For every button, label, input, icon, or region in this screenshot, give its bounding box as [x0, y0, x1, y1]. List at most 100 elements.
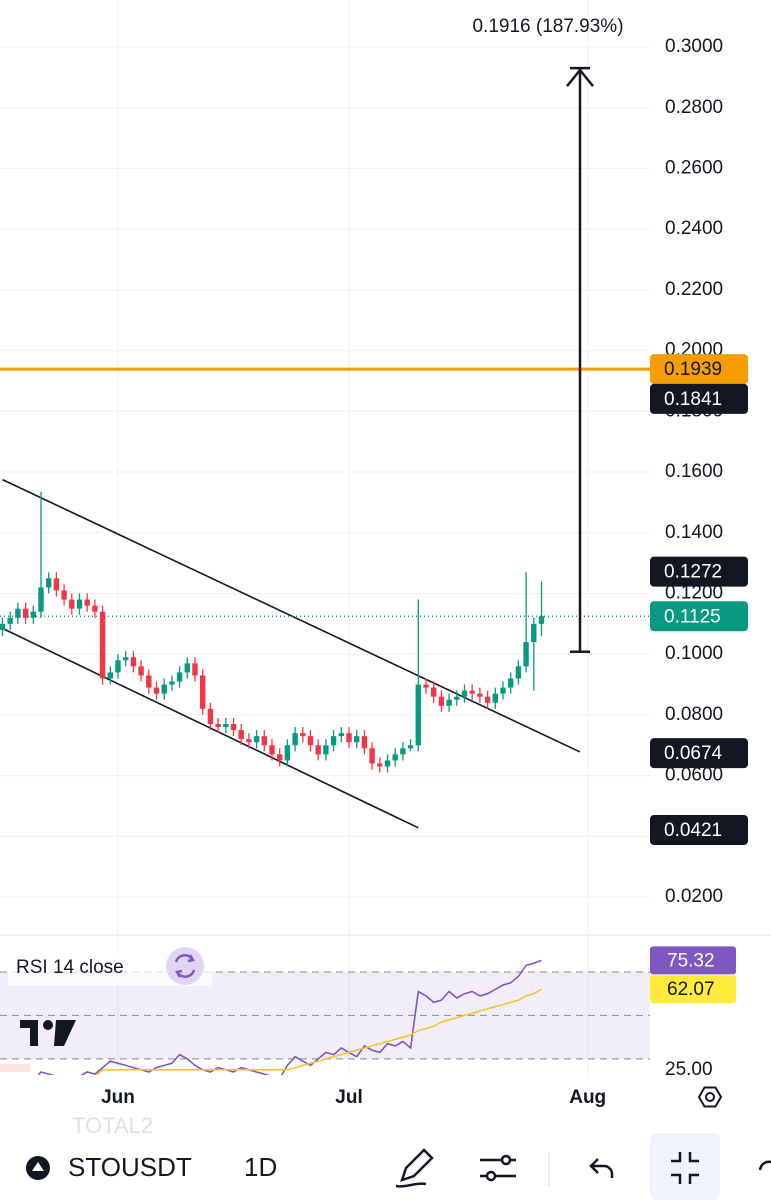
- candle-body: [261, 736, 267, 746]
- watermark: TOTAL2: [72, 1113, 153, 1138]
- candle-body: [223, 724, 229, 728]
- candle-body: [38, 587, 44, 612]
- collapse-button[interactable]: [650, 1133, 720, 1200]
- price-badge: [650, 383, 748, 414]
- candle-body: [253, 736, 260, 743]
- indicators-icon[interactable]: [480, 1154, 516, 1182]
- price-badge-label: 0.0421: [664, 820, 722, 841]
- candle-body: [69, 599, 75, 609]
- candle-body: [238, 730, 244, 740]
- candle-body: [469, 690, 475, 694]
- candle-body: [46, 578, 52, 588]
- measure-arrowhead: [566, 66, 594, 87]
- candle-body: [438, 696, 445, 706]
- candle-body: [330, 736, 337, 746]
- candle-body: [392, 754, 398, 761]
- candle-body: [15, 608, 21, 618]
- candle-body: [531, 623, 537, 643]
- price-badge-label: 0.0674: [664, 743, 723, 764]
- candle-body: [169, 681, 175, 685]
- candle-body: [153, 687, 160, 694]
- candle-body: [407, 745, 414, 749]
- candle-body: [400, 748, 406, 755]
- candle-body: [123, 657, 129, 661]
- candle-body: [431, 687, 437, 697]
- candle-body: [176, 672, 183, 682]
- candle-body: [269, 745, 275, 755]
- candle-body: [415, 684, 421, 746]
- candle-body: [207, 708, 214, 725]
- candle-body: [361, 736, 368, 749]
- candle-body: [184, 663, 190, 673]
- candle-body: [192, 663, 198, 676]
- tradingview-logo: [20, 1020, 76, 1046]
- candle-body: [161, 684, 167, 694]
- candle-body: [484, 696, 491, 703]
- candle-body: [508, 678, 514, 688]
- y-tick-label: 0.0200: [665, 886, 723, 907]
- candle-body: [515, 666, 522, 679]
- symbol[interactable]: STOUSDT: [68, 1152, 192, 1182]
- candle-body: [492, 693, 498, 703]
- candle-body: [377, 763, 383, 767]
- candle-body: [30, 611, 36, 618]
- candle-body: [500, 687, 506, 694]
- candle-body: [454, 696, 460, 700]
- rsi-line: [37, 959, 542, 1075]
- candle-body: [292, 733, 298, 746]
- rsi-line: [95, 988, 542, 1075]
- y-tick-label: 0.1200: [665, 582, 723, 603]
- interval[interactable]: 1D: [244, 1152, 277, 1182]
- candle-body: [423, 684, 429, 688]
- candle-body: [284, 745, 291, 761]
- symbol-icon[interactable]: [26, 1156, 50, 1180]
- y-tick-label: 0.1000: [665, 643, 723, 664]
- draw-icon[interactable]: [395, 1148, 434, 1188]
- candle-body: [323, 745, 329, 755]
- candle-body: [22, 608, 29, 618]
- candle-body: [146, 675, 152, 688]
- price-badge: [650, 601, 748, 632]
- y-tick-label: 0.2200: [665, 279, 723, 300]
- y-tick-label: 0.2400: [665, 218, 723, 239]
- price-badge-label: 0.1125: [664, 606, 721, 627]
- settings-icon[interactable]: [697, 1086, 723, 1108]
- undo-icon[interactable]: [589, 1158, 614, 1178]
- price-badge-label: 0.1939: [664, 359, 722, 380]
- rsi-bottom-mark: [0, 1064, 30, 1072]
- candle-body: [61, 590, 67, 600]
- rsi-legend-bg: [8, 950, 212, 986]
- x-tick-label: Jun: [101, 1087, 135, 1108]
- candle-body: [538, 616, 545, 624]
- rsi-background: [0, 971, 650, 1060]
- candle-body: [354, 736, 360, 743]
- measure-label: 0.1916 (187.93%): [472, 16, 623, 37]
- price-badge: [650, 354, 748, 385]
- rsi-badge-label: 62.07: [667, 979, 715, 1000]
- candle-body: [461, 690, 468, 697]
- y-tick-label: 0.2600: [665, 157, 723, 178]
- price-badge: [650, 814, 748, 845]
- candle-body: [76, 599, 83, 609]
- candle-body: [300, 733, 306, 737]
- candle-body: [200, 675, 206, 709]
- partial-icon: [758, 1160, 771, 1171]
- price-badge-label: 0.1841: [664, 389, 722, 410]
- rsi-badge: [650, 975, 736, 1004]
- price-badge-label: 0.1272: [664, 562, 722, 583]
- y-tick-label: 0.0800: [665, 704, 723, 725]
- candle-body: [84, 599, 90, 606]
- price-pane: [0, 66, 650, 829]
- rsi-title: RSI 14 close: [16, 957, 124, 978]
- candle-body: [369, 748, 375, 764]
- candle-body: [92, 605, 98, 612]
- candle-body: [115, 660, 121, 673]
- y-tick-label: 0.1600: [665, 461, 723, 482]
- y-tick-label: 0.0600: [665, 765, 723, 786]
- candle-body: [130, 657, 137, 667]
- candle-body: [338, 733, 344, 737]
- candle-body: [53, 578, 60, 591]
- rsi-refresh-icon[interactable]: [166, 947, 204, 985]
- rsi-badge: [650, 946, 736, 975]
